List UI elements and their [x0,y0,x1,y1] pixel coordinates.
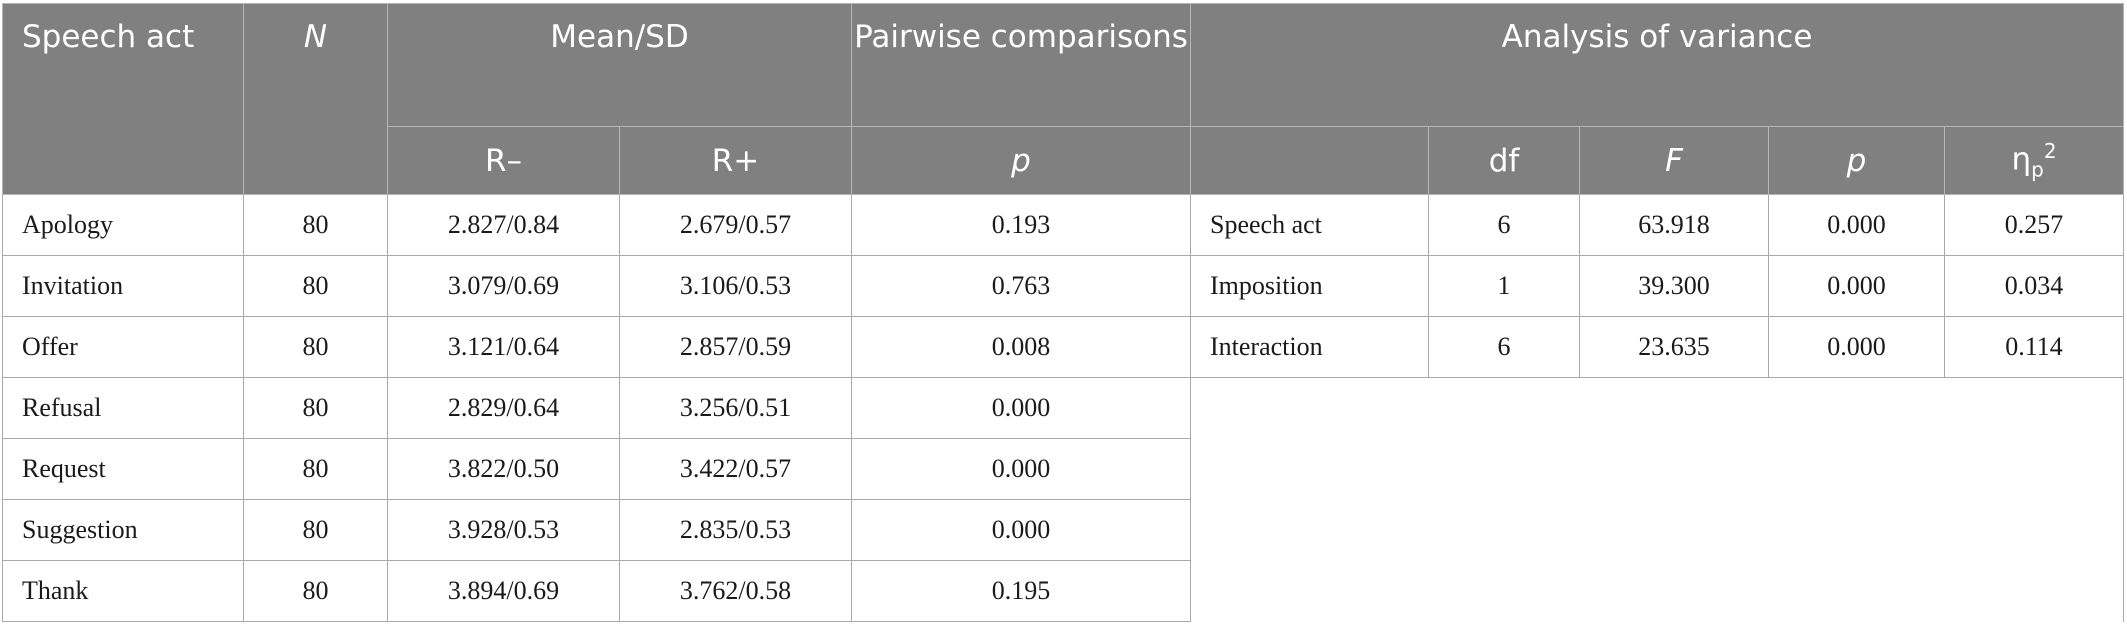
header-eta: ηp2 [1943,126,2125,195]
n-cell: 80 [243,438,388,500]
r-minus-cell: 2.829/0.64 [387,377,620,439]
r-plus-cell: 3.106/0.53 [619,255,852,317]
results-table-container: Speech act N Mean/SD Pairwise comparison… [2,3,2125,622]
header-r-minus: R– [387,126,620,195]
eta-superscript: 2 [2043,139,2057,164]
speech-act-cell: Suggestion [2,499,244,561]
p-cell: 0.763 [851,255,1191,317]
anova-f-cell: 23.635 [1579,316,1769,378]
anova-p-cell: 0.000 [1768,194,1945,256]
anova-eta-cell: 0.257 [1943,194,2125,256]
header-pairwise: Pairwise comparisons [851,3,1191,127]
table-row: Offer 80 3.121/0.64 2.857/0.59 0.008 Int… [2,316,2125,378]
table-row: Invitation 80 3.079/0.69 3.106/0.53 0.76… [2,255,2125,317]
speech-act-cell: Apology [2,194,244,256]
r-minus-cell: 3.894/0.69 [387,560,620,622]
speech-act-cell: Refusal [2,377,244,439]
n-cell: 80 [243,377,388,439]
header-mean-sd: Mean/SD [387,3,852,127]
header-row-1: Speech act N Mean/SD Pairwise comparison… [2,3,2125,195]
r-plus-cell: 3.422/0.57 [619,438,852,500]
anova-source-cell: Speech act [1190,194,1429,256]
header-n: N [243,3,388,195]
header-p: p [851,126,1191,195]
anova-source-cell: Imposition [1190,255,1429,317]
table-row: Suggestion 80 3.928/0.53 2.835/0.53 0.00… [2,499,2124,561]
anova-df-cell: 6 [1428,194,1580,256]
r-plus-cell: 2.857/0.59 [619,316,852,378]
r-plus-cell: 3.762/0.58 [619,560,852,622]
table-row: Thank 80 3.894/0.69 3.762/0.58 0.195 [2,560,2124,622]
speech-act-cell: Invitation [2,255,244,317]
n-cell: 80 [243,194,388,256]
header-f: F [1579,126,1769,195]
n-cell: 80 [243,255,388,317]
p-cell: 0.000 [851,499,1191,561]
anova-source-cell: Interaction [1190,316,1429,378]
speech-act-cell: Offer [2,316,244,378]
r-minus-cell: 3.822/0.50 [387,438,620,500]
anova-df-cell: 1 [1428,255,1580,317]
eta-symbol: η [2011,141,2032,178]
anova-f-cell: 39.300 [1579,255,1769,317]
r-minus-cell: 3.928/0.53 [387,499,620,561]
r-plus-cell: 2.835/0.53 [619,499,852,561]
r-plus-cell: 3.256/0.51 [619,377,852,439]
empty-region [1189,377,2125,622]
header-df: df [1428,126,1580,195]
n-cell: 80 [243,560,388,622]
table-row: Refusal 80 2.829/0.64 3.256/0.51 0.000 [2,377,2125,622]
anova-p-cell: 0.000 [1768,316,1945,378]
speech-act-cell: Thank [2,560,244,622]
p-cell: 0.008 [851,316,1191,378]
anova-eta-cell: 0.114 [1943,316,2125,378]
anova-p-cell: 0.000 [1768,255,1945,317]
anova-df-cell: 6 [1428,316,1580,378]
results-table: Speech act N Mean/SD Pairwise comparison… [2,3,2125,622]
speech-act-cell: Request [2,438,244,500]
r-minus-cell: 3.121/0.64 [387,316,620,378]
n-cell: 80 [243,499,388,561]
p-cell: 0.000 [851,438,1191,500]
header-source [1190,126,1429,195]
anova-eta-cell: 0.034 [1943,255,2125,317]
p-cell: 0.000 [851,377,1191,439]
header-r-plus: R+ [619,126,852,195]
p-cell: 0.193 [851,194,1191,256]
header-anova: Analysis of variance [1189,3,2125,127]
table-row: Apology 80 2.827/0.84 2.679/0.57 0.193 S… [2,194,2125,256]
eta-subscript: p [2031,157,2044,182]
p-cell: 0.195 [851,560,1191,622]
anova-f-cell: 63.918 [1579,194,1769,256]
table-row: Request 80 3.822/0.50 3.422/0.57 0.000 [2,438,2124,500]
r-minus-cell: 2.827/0.84 [387,194,620,256]
header-speech-act: Speech act [2,3,244,195]
r-plus-cell: 2.679/0.57 [619,194,852,256]
header-p2: p [1768,126,1945,195]
n-cell: 80 [243,316,388,378]
r-minus-cell: 3.079/0.69 [387,255,620,317]
header-row-2: R– R+ p df F p ηp2 [3,126,2125,195]
